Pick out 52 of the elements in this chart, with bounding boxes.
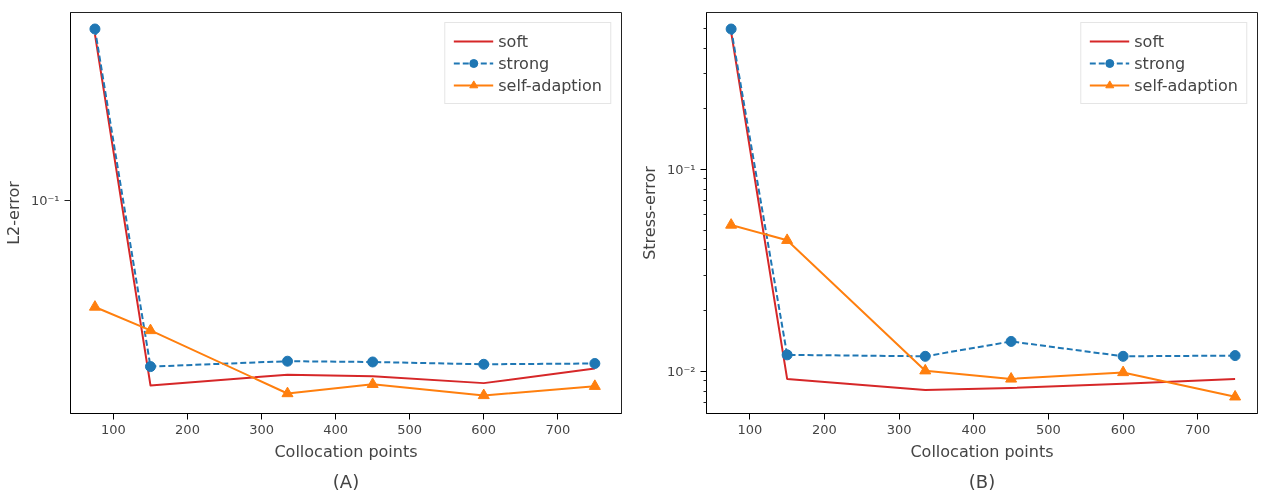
point [919,363,932,375]
point [725,23,737,35]
point [281,386,294,398]
text: (B) [968,470,996,492]
x-tick-label: 500 [1036,421,1061,437]
point [919,350,931,362]
legend-label: self-adaption [1134,75,1238,95]
point [89,23,101,35]
point [781,233,794,244]
point [367,356,379,368]
legend-label: soft [498,31,529,51]
legend-label: strong [1134,53,1186,73]
point [144,323,157,335]
point [1229,350,1241,362]
point [588,379,601,390]
point [144,361,156,373]
text: 10⁻¹ [30,193,60,209]
x-tick-label: 300 [249,421,274,437]
x-axis-title: Collocation points [274,441,418,461]
point [281,355,293,367]
point [725,218,738,229]
point [478,358,490,370]
x-tick-label: 200 [175,421,200,437]
point [1117,365,1130,377]
legend-label: soft [1134,31,1165,51]
legend-label: strong [498,53,550,73]
x-tick-label: 300 [886,421,912,437]
x-tick-label: 600 [1110,421,1136,437]
x-tick-label: 600 [471,421,497,437]
x-tick-label: 400 [323,421,349,437]
point [589,358,601,369]
x-tick-label: 400 [961,421,987,437]
x-tick-label: 100 [101,421,126,437]
y-tick-label: 10⁻² [666,364,696,380]
point [477,388,490,400]
x-axis-title: Collocation points [910,441,1054,461]
point [1005,335,1017,347]
point [781,349,793,361]
point [366,377,379,388]
text: (A) [332,470,360,492]
y-axis-title: L2-error [3,180,23,245]
point [1229,389,1242,401]
x-tick-label: 700 [1185,421,1211,437]
x-tick-label: 500 [397,421,423,437]
point [1005,372,1018,383]
x-tick-label: 700 [545,421,571,437]
x-tick-label: 100 [737,421,763,437]
legend-label: self-adaption [498,75,602,95]
point [88,300,101,311]
point [1117,350,1129,362]
x-tick-label: 200 [812,421,837,437]
y-axis-title: Stress-error [639,165,659,260]
